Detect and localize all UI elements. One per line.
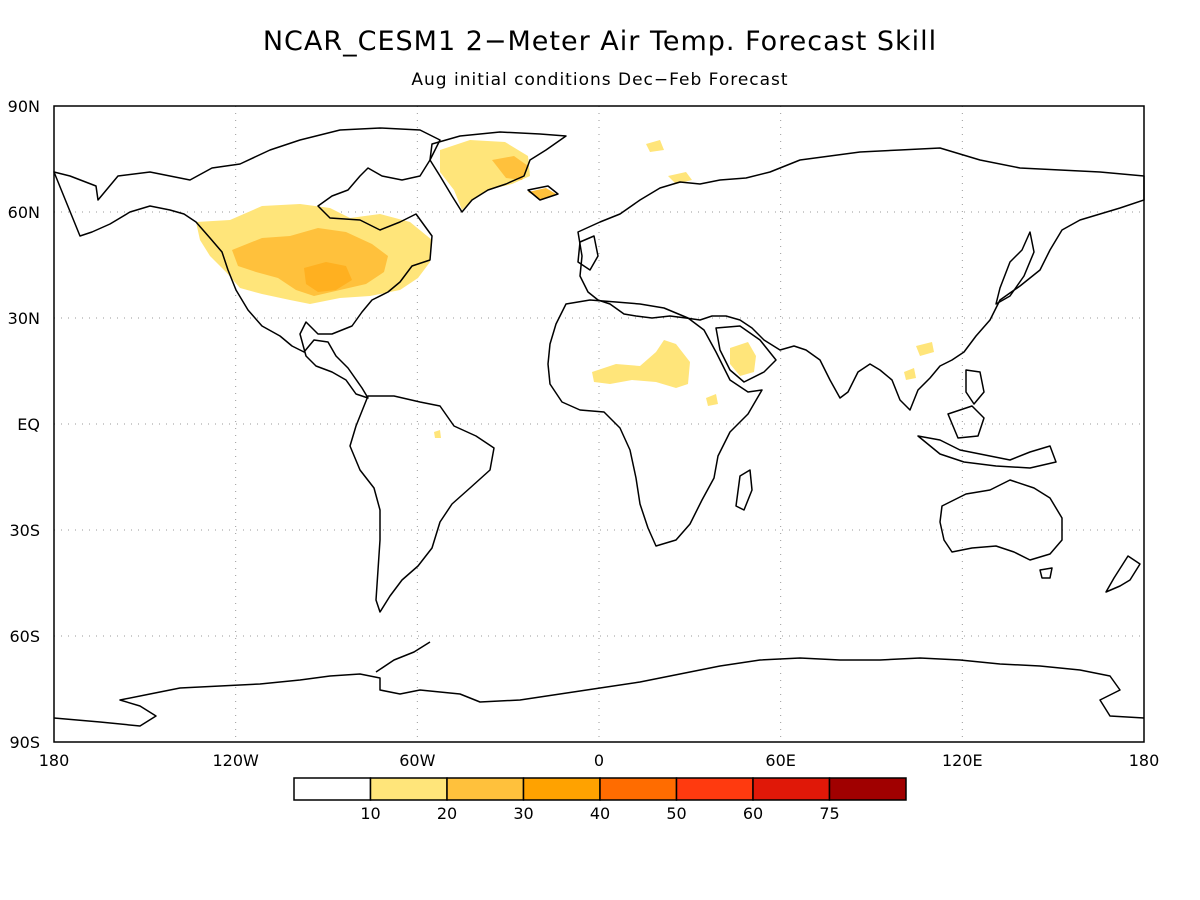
latitude-tick-label: 60S [9, 627, 40, 646]
latitude-tick-label: 60N [8, 203, 40, 222]
coastline-tasmania [1039, 567, 1053, 579]
skill-region-sahel [592, 340, 690, 388]
colorbar-tick-label: 75 [819, 804, 839, 823]
coastline-australia [939, 479, 1063, 561]
coastline-greenland [429, 131, 567, 213]
coastline-uk [577, 235, 599, 271]
colorbar-swatch [752, 777, 831, 801]
coastline-japan [995, 231, 1035, 305]
coastline-antarctic-peninsula [375, 641, 431, 673]
coastline-borneo [947, 405, 985, 439]
longitude-tick-label: 180 [1129, 751, 1160, 770]
coastline-north-america [53, 127, 441, 399]
colorbar-tick-label: 20 [437, 804, 457, 823]
coastline-philippines [965, 369, 985, 405]
skill-region-indochina [904, 368, 916, 380]
latitude-axis: 90N 60N 30N EQ 30S 60S 90S [8, 97, 40, 752]
colorbar-swatch [675, 777, 754, 801]
coastline-iceland [527, 185, 559, 201]
latitude-tick-label: 90S [9, 733, 40, 752]
colorbar-swatch [828, 777, 907, 801]
map-frame [53, 105, 1145, 743]
skill-shading [196, 140, 934, 438]
longitude-tick-label: 60W [399, 751, 435, 770]
longitude-tick-label: 60E [765, 751, 795, 770]
skill-region-south-china [916, 342, 934, 356]
coastline-africa [547, 299, 763, 547]
colorbar-swatch [522, 777, 601, 801]
longitude-tick-label: 0 [594, 751, 604, 770]
colorbar-tick-label: 40 [590, 804, 610, 823]
skill-region-svalbard [646, 140, 664, 152]
latitude-tick-label: EQ [17, 415, 40, 434]
map-subtitle: Aug initial conditions Dec−Feb Forecast [411, 70, 789, 90]
coastline-antarctica [53, 657, 1145, 727]
latitude-tick-label: 90N [8, 97, 40, 116]
coastline-arabia [715, 325, 777, 383]
coastline-indonesia [917, 435, 1057, 469]
colorbar-swatch [599, 777, 678, 801]
longitude-tick-label: 120W [212, 751, 259, 770]
longitude-tick-label: 180 [39, 751, 70, 770]
skill-region-scandinavia [668, 172, 692, 184]
longitude-axis: 180 120W 60W 0 60E 120E 180 [39, 751, 1160, 770]
colorbar-swatch [369, 777, 448, 801]
colorbar-tick-label: 60 [743, 804, 763, 823]
skill-region-equatorial-atlantic [434, 430, 441, 438]
latitude-tick-label: 30N [8, 309, 40, 328]
skill-region-north-america-30 [304, 262, 352, 292]
colorbar: 10 20 30 40 50 60 75 [293, 777, 907, 823]
colorbar-swatch [446, 777, 525, 801]
coastline-madagascar [735, 469, 753, 511]
graticule [54, 106, 1144, 742]
longitude-tick-label: 120E [942, 751, 983, 770]
colorbar-tick-label: 10 [360, 804, 380, 823]
colorbar-tick-label: 50 [666, 804, 686, 823]
colorbar-swatch [293, 777, 372, 801]
colorbar-tick-label: 30 [513, 804, 533, 823]
map-title: NCAR_CESM1 2−Meter Air Temp. Forecast Sk… [262, 26, 938, 57]
skill-region-east-africa [706, 394, 718, 406]
coastline-new-zealand [1105, 555, 1141, 593]
coastline-eurasia [577, 147, 1145, 411]
skill-region-greenland-20 [492, 156, 528, 180]
coastlines [53, 127, 1145, 727]
coastline-south-america [349, 395, 495, 613]
skill-region-arabia [730, 342, 756, 376]
latitude-tick-label: 30S [9, 521, 40, 540]
